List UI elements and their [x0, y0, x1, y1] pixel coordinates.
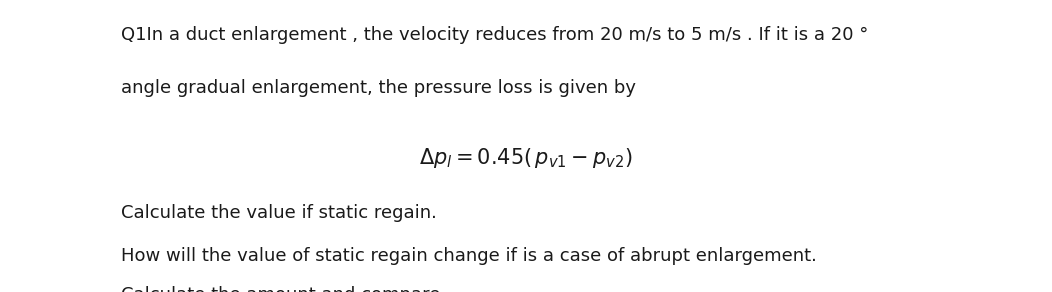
Text: $\Delta p_{l} = 0.45(\, p_{v1} - p_{v2})$: $\Delta p_{l} = 0.45(\, p_{v1} - p_{v2})…	[420, 146, 632, 170]
Text: Calculate the amount and compare: Calculate the amount and compare	[121, 286, 441, 292]
Text: Q1In a duct enlargement , the velocity reduces from 20 m/s to 5 m/s . If it is a: Q1In a duct enlargement , the velocity r…	[121, 26, 868, 44]
Text: angle gradual enlargement, the pressure loss is given by: angle gradual enlargement, the pressure …	[121, 79, 636, 97]
Text: Calculate the value if static regain.: Calculate the value if static regain.	[121, 204, 437, 223]
Text: How will the value of static regain change if is a case of abrupt enlargement.: How will the value of static regain chan…	[121, 247, 816, 265]
